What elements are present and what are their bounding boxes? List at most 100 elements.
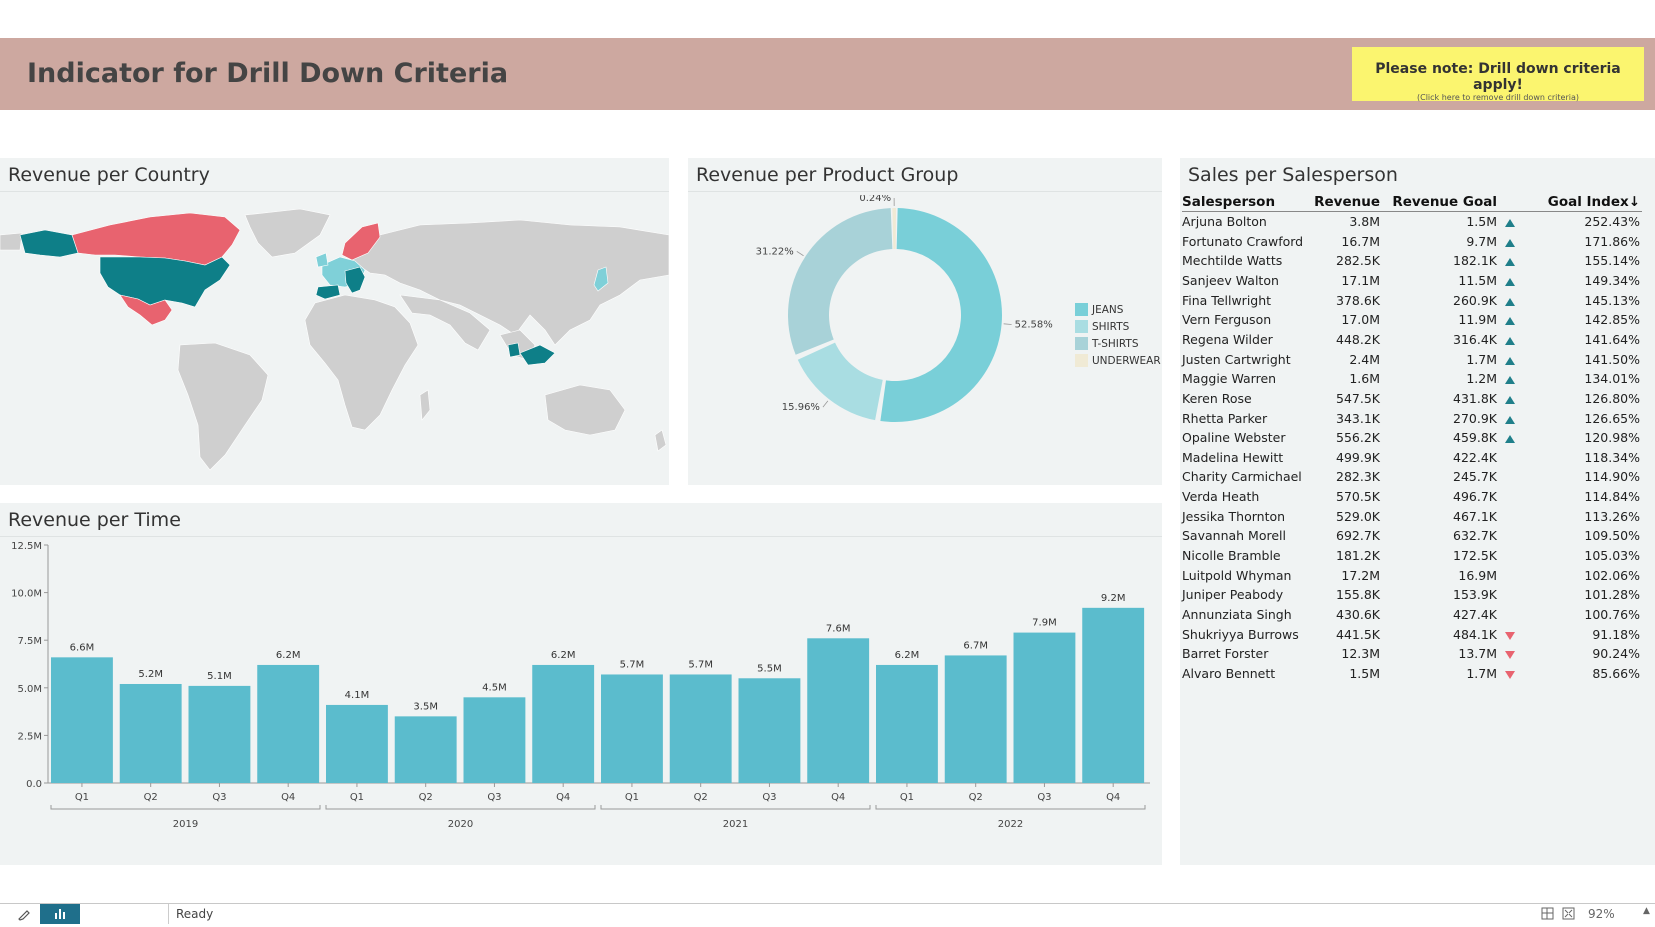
- goal-index-cell: 114.84%: [1584, 489, 1640, 504]
- bar[interactable]: [189, 686, 251, 783]
- revenue-cell: 378.6K: [1336, 293, 1380, 308]
- x-tick-label: Q3: [1037, 792, 1051, 803]
- col-header-goal[interactable]: Revenue Goal: [1392, 194, 1497, 210]
- arrow-down-icon: [1504, 629, 1516, 644]
- fit-page-button[interactable]: [1540, 904, 1556, 924]
- bar[interactable]: [120, 684, 182, 783]
- world-map[interactable]: [0, 195, 669, 485]
- revenue-cell: 499.9K: [1336, 450, 1380, 465]
- map-region-uk: [316, 253, 328, 267]
- bar[interactable]: [395, 716, 457, 783]
- legend-swatch: [1075, 320, 1088, 333]
- table-header: Salesperson Revenue Revenue Goal Goal In…: [1182, 194, 1642, 212]
- col-header-revenue[interactable]: Revenue: [1314, 194, 1380, 210]
- time-panel-title: Revenue per Time: [8, 509, 181, 531]
- donut-slice-underwear[interactable]: [892, 208, 896, 249]
- revenue-cell: 343.1K: [1336, 411, 1380, 426]
- drill-down-note-button[interactable]: Please note: Drill down criteria apply! …: [1352, 47, 1644, 101]
- bar[interactable]: [945, 655, 1007, 783]
- goal-index-cell: 120.98%: [1584, 430, 1640, 445]
- salesperson-name: Fina Tellwright: [1182, 293, 1271, 308]
- bar-value-label: 5.7M: [688, 659, 713, 670]
- product-donut-chart[interactable]: 52.58%15.96%31.22%0.24%JEANSSHIRTST-SHIR…: [688, 195, 1162, 485]
- revenue-goal-cell: 9.7M: [1466, 234, 1497, 249]
- col-header-salesperson[interactable]: Salesperson: [1182, 194, 1275, 210]
- bar-value-label: 7.6M: [826, 623, 851, 634]
- bar[interactable]: [1014, 633, 1076, 783]
- legend-label: UNDERWEAR: [1092, 355, 1161, 367]
- salesperson-name: Barret Forster: [1182, 646, 1268, 661]
- bar[interactable]: [532, 665, 594, 783]
- bar-value-label: 5.5M: [757, 663, 782, 674]
- goal-index-cell: 91.18%: [1592, 627, 1640, 642]
- view-mode-button[interactable]: [40, 904, 80, 924]
- bar[interactable]: [601, 674, 663, 783]
- goal-index-cell: 90.24%: [1592, 646, 1640, 661]
- revenue-time-bar-chart[interactable]: 0.02.5M5.0M7.5M10.0M12.5M6.6MQ15.2MQ25.1…: [0, 540, 1162, 865]
- goal-index-cell: 126.80%: [1584, 391, 1640, 406]
- bar[interactable]: [807, 638, 869, 783]
- x-tick-label: Q1: [75, 792, 89, 803]
- bar[interactable]: [257, 665, 319, 783]
- revenue-goal-cell: 467.1K: [1453, 509, 1497, 524]
- bar-value-label: 7.9M: [1032, 618, 1057, 629]
- donut-data-label: 52.58%: [1015, 319, 1053, 330]
- bar[interactable]: [51, 657, 113, 783]
- x-tick-label: Q3: [487, 792, 501, 803]
- bar-value-label: 5.2M: [138, 669, 163, 680]
- salesperson-name: Verda Heath: [1182, 489, 1259, 504]
- bar[interactable]: [1082, 608, 1144, 783]
- bar[interactable]: [876, 665, 938, 783]
- edit-mode-button[interactable]: [8, 904, 38, 924]
- bar[interactable]: [464, 697, 526, 783]
- salesperson-name: Shukriyya Burrows: [1182, 627, 1299, 642]
- fullscreen-button[interactable]: [1561, 904, 1577, 924]
- revenue-cell: 16.7M: [1341, 234, 1380, 249]
- divider: [0, 191, 669, 192]
- arrow-up-icon: [1504, 334, 1516, 349]
- donut-slice-t-shirts[interactable]: [788, 208, 892, 355]
- zoom-up-icon[interactable]: ▲: [1643, 906, 1650, 916]
- status-bar: Ready 92% ▲: [0, 903, 1655, 923]
- revenue-goal-cell: 459.8K: [1453, 430, 1497, 445]
- donut-slice-jeans[interactable]: [880, 208, 1002, 422]
- map-region-canada: [72, 213, 240, 265]
- y-tick-label: 2.5M: [17, 731, 42, 742]
- bar-value-label: 4.5M: [482, 682, 507, 693]
- salesperson-name: Maggie Warren: [1182, 371, 1276, 386]
- bar[interactable]: [670, 674, 732, 783]
- goal-index-cell: 118.34%: [1584, 450, 1640, 465]
- year-label: 2021: [723, 819, 748, 830]
- bar[interactable]: [739, 678, 801, 783]
- bar[interactable]: [326, 705, 388, 783]
- revenue-cell: 692.7K: [1336, 528, 1380, 543]
- col-header-goal-index[interactable]: Goal Index↓: [1548, 194, 1640, 210]
- y-tick-label: 0.0: [26, 779, 42, 790]
- x-tick-label: Q4: [1106, 792, 1120, 803]
- zoom-level[interactable]: 92%: [1588, 907, 1615, 921]
